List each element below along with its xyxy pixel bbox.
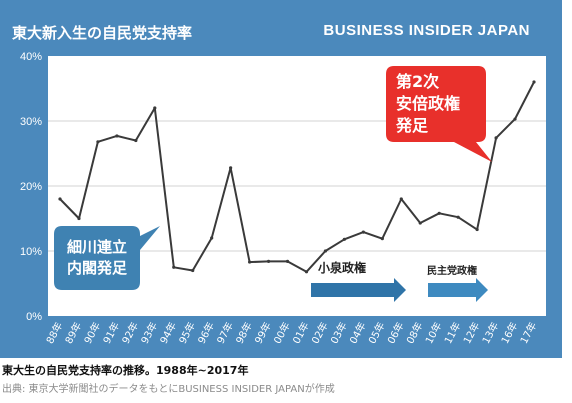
x-tick-label: 98年 [233,320,255,346]
y-tick-label: 0% [26,311,42,323]
x-tick-label: 06年 [384,320,406,346]
callout-hosokawa-text: 細川連立 [67,238,127,256]
data-point [418,221,422,225]
x-tick-label: 89年 [62,320,84,346]
data-point [323,249,328,253]
data-point [532,80,536,84]
chart-header-title: 東大新入生の自民党支持率 [12,24,193,42]
x-tick-label: 90年 [81,320,103,346]
x-tick-label: 91年 [100,320,122,346]
data-point [513,117,517,121]
callout-hosokawa [54,226,160,290]
callout-abe-text: 安倍政権 [396,94,460,113]
x-tick-label: 10年 [422,320,444,346]
x-tick-label: 95年 [176,320,198,346]
y-tick-label: 40% [20,51,42,63]
figure-caption: 東大生の自民党支持率の推移。1988年~2017年 [2,364,249,377]
data-point [172,265,176,269]
x-tick-label: 92年 [119,320,141,346]
data-point [380,237,384,241]
data-point [153,106,157,110]
koizumi-label: 小泉政権 [318,260,366,275]
data-point [304,270,309,274]
x-tick-label: 02年 [309,320,331,346]
data-point [456,215,460,219]
x-tick-label: 97年 [214,320,236,346]
koizumi-arrow [311,278,406,302]
callout-abe-text: 発足 [395,116,429,135]
x-tick-label: 94年 [157,320,179,346]
data-point [58,197,62,201]
x-tick-label: 12年 [460,320,482,346]
x-tick-label: 88年 [43,320,65,346]
data-point [361,230,365,234]
data-point [266,259,271,263]
x-tick-label: 03年 [328,320,350,346]
data-point [210,236,214,240]
x-tick-label: 93年 [138,320,160,346]
y-tick-label: 30% [20,116,42,128]
figure-source: 出典: 東京大学新聞社のデータをもとにBUSINESS INSIDER JAPA… [2,384,335,395]
x-tick-label: 05年 [365,320,387,346]
brand-logo: BUSINESS INSIDER JAPAN [323,22,530,39]
minshu-label: 民主党政権 [427,264,477,277]
data-point [342,237,346,241]
x-tick-label: 17年 [517,320,539,346]
series-line [59,81,535,273]
x-tick-label: 04年 [347,320,369,346]
line-chart: 0% 10% 20% 30% 40% 88年89年90年91年92年93年94年95年96… [20,51,546,346]
x-tick-label: 11年 [441,320,463,346]
x-tick-label: 08年 [403,320,425,346]
data-point [285,259,290,263]
x-tick-label: 96年 [195,320,217,346]
y-tick-label: 20% [20,181,42,193]
callout-hosokawa-text: 内閣発足 [67,259,128,277]
x-tick-label: 13年 [479,320,501,346]
data-point [191,268,195,273]
data-point [494,136,498,140]
data-point [77,216,81,221]
x-tick-label: 99年 [252,320,274,346]
y-tick-label: 10% [20,246,42,258]
callout-abe [386,66,492,162]
minshu-arrow [428,278,488,302]
x-tick-label: 01年 [290,320,312,346]
data-point [115,134,119,138]
x-tick-label: 00年 [271,320,293,346]
data-point [475,227,479,232]
data-point [229,166,233,170]
data-point [96,140,100,144]
x-tick-label: 16年 [498,320,520,346]
data-point [134,138,138,143]
callout-abe-text: 第2次 [396,72,439,91]
data-point [399,197,403,201]
data-point [248,260,252,264]
data-point [437,211,441,215]
